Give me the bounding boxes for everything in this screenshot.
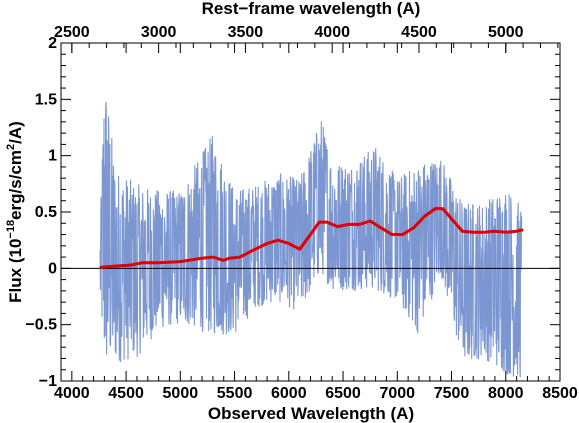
smoothed-fit-line bbox=[99, 207, 524, 269]
top-tick-label: 4500 bbox=[401, 24, 437, 41]
y-tick-label: 2 bbox=[48, 35, 57, 52]
top-tick-label: 2500 bbox=[54, 24, 90, 41]
spectrum-band-layer bbox=[99, 101, 523, 378]
top-tick-label: 5000 bbox=[488, 24, 524, 41]
y-tick-label: 0.5 bbox=[35, 204, 57, 221]
y-tick-label: 1 bbox=[48, 148, 57, 165]
x-tick-label: 4000 bbox=[54, 385, 90, 402]
tick-marks-layer bbox=[61, 42, 561, 382]
top-tick-label: 3500 bbox=[228, 24, 264, 41]
x-axis-title: Observed Wavelength (A) bbox=[208, 404, 414, 423]
smoothed-fit-layer bbox=[99, 207, 524, 269]
x-tick-label: 6000 bbox=[271, 385, 307, 402]
spectrum-line bbox=[99, 101, 523, 378]
x-tick-label: 4500 bbox=[108, 385, 144, 402]
y-tick-label: 1.5 bbox=[35, 91, 57, 108]
y-axis-title-exponent-2: 2 bbox=[5, 144, 17, 150]
x-tick-label: 7500 bbox=[434, 385, 470, 402]
y-axis-title-exponent: −18 bbox=[5, 220, 17, 239]
x-tick-label: 6500 bbox=[325, 385, 361, 402]
y-tick-label: −1 bbox=[39, 373, 57, 390]
x-tick-label: 8000 bbox=[488, 385, 524, 402]
y-tick-label: 0 bbox=[48, 260, 57, 277]
top-axis-title: Rest−frame wavelength (A) bbox=[202, 0, 421, 18]
y-axis-title: Flux (10−18erg/s/cm2/A) bbox=[5, 121, 25, 303]
x-tick-label: 5500 bbox=[217, 385, 253, 402]
tick-labels-layer: 4000 4500 5000 5500 6000 6500 7000 7500 8000 8500… bbox=[25, 24, 577, 402]
x-tick-label: 7000 bbox=[379, 385, 415, 402]
top-tick-label: 4000 bbox=[314, 24, 350, 41]
y-tick-label: −0.5 bbox=[25, 317, 57, 334]
x-tick-label: 8500 bbox=[542, 385, 578, 402]
x-tick-label: 5000 bbox=[163, 385, 199, 402]
top-tick-label: 3000 bbox=[141, 24, 177, 41]
